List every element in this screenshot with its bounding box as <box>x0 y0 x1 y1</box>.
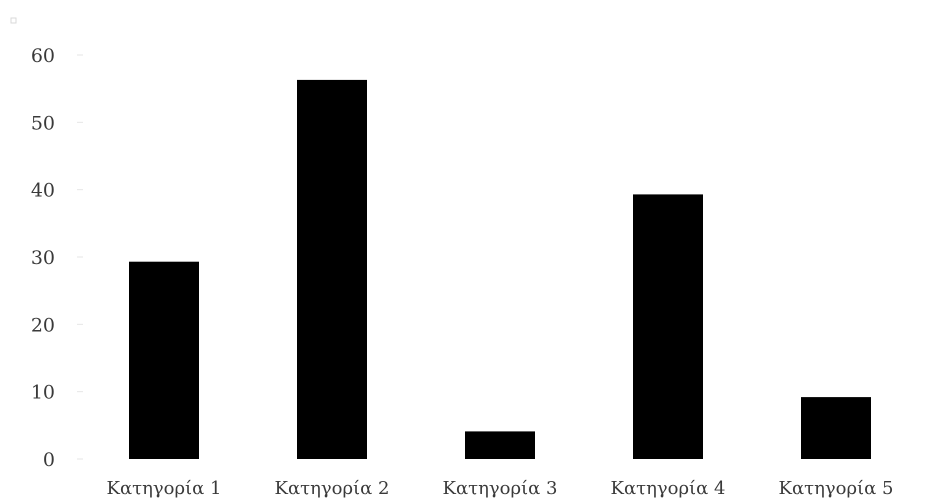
y-tick-label: 50 <box>31 112 55 134</box>
bar-1 <box>129 261 199 459</box>
x-category-label: Κατηγορία 5 <box>779 478 894 499</box>
x-category-label: Κατηγορία 1 <box>107 478 222 499</box>
x-axis: Κατηγορία 1 Κατηγορία 2 Κατηγορία 3 Κατηγορ… <box>107 478 894 499</box>
y-tick-label: 20 <box>31 314 55 336</box>
bar-3 <box>465 431 535 459</box>
chart-corner-marker <box>10 17 17 24</box>
y-tick-label: 60 <box>31 45 55 67</box>
y-tick-label: 40 <box>31 180 55 202</box>
x-category-label: Κατηγορία 4 <box>611 478 726 499</box>
bar-5 <box>801 397 871 459</box>
x-category-label: Κατηγορία 2 <box>275 478 390 499</box>
y-tick-label: 10 <box>31 382 55 404</box>
y-tick-label: 30 <box>31 247 55 269</box>
y-axis: 0 10 20 30 40 50 60 <box>31 45 83 471</box>
y-tick-label: 0 <box>43 449 55 471</box>
bar-4 <box>633 194 703 459</box>
bars <box>129 79 871 460</box>
bar-2 <box>297 79 367 460</box>
x-category-label: Κατηγορία 3 <box>443 478 558 499</box>
